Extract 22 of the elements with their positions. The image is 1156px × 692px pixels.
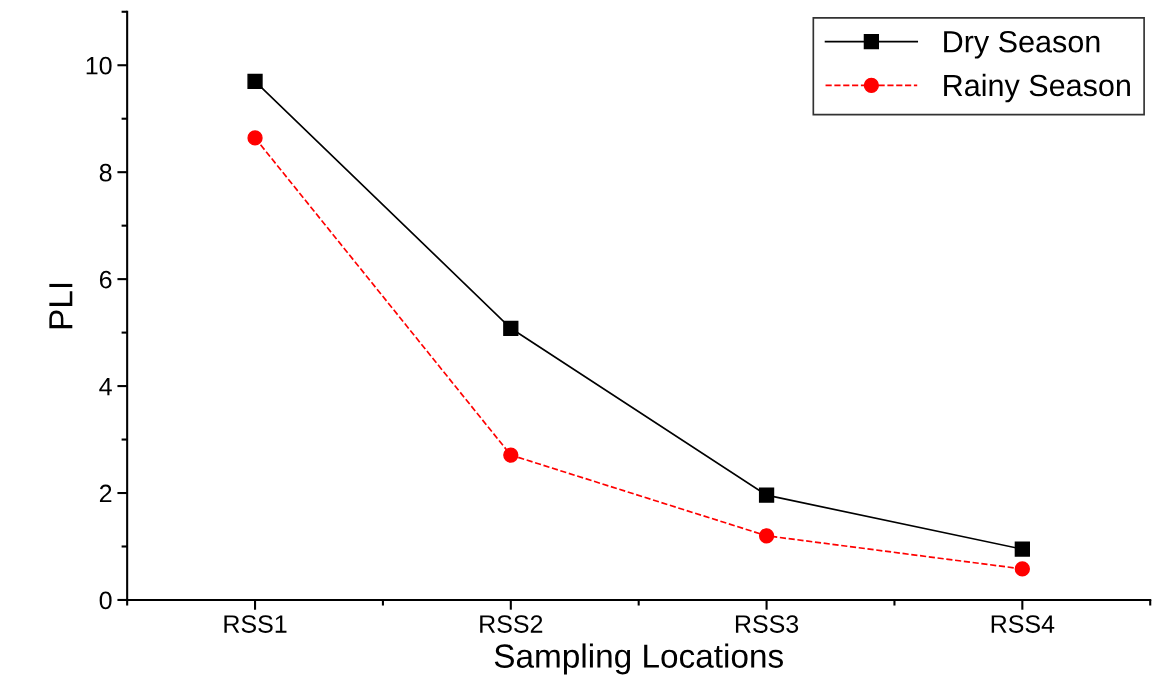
y-tick-label: 4 — [99, 377, 112, 396]
x-tick-label: RSS4 — [991, 615, 1055, 633]
x-tick-label: RSS1 — [224, 615, 287, 633]
point — [503, 320, 519, 336]
y-axis-title: PLI — [49, 283, 73, 329]
point — [247, 130, 263, 146]
point — [503, 447, 519, 463]
y-tick-label: 8 — [99, 163, 112, 182]
point — [1014, 541, 1030, 557]
x-axis-title: Sampling Locations — [494, 643, 783, 675]
point — [1014, 561, 1030, 577]
x-tick-label: RSS2 — [480, 615, 543, 633]
legend-label: Dry Season — [944, 30, 1100, 59]
point — [758, 487, 775, 503]
y-tick-label: 10 — [86, 56, 112, 75]
point — [758, 528, 775, 544]
y-tick-label: 6 — [99, 270, 112, 289]
y-tick-label: 2 — [99, 484, 112, 503]
legend-label: Rainy Season — [944, 73, 1130, 103]
point — [247, 73, 263, 89]
x-tick-label: RSS3 — [735, 615, 799, 633]
y-tick-label: 0 — [99, 591, 112, 610]
